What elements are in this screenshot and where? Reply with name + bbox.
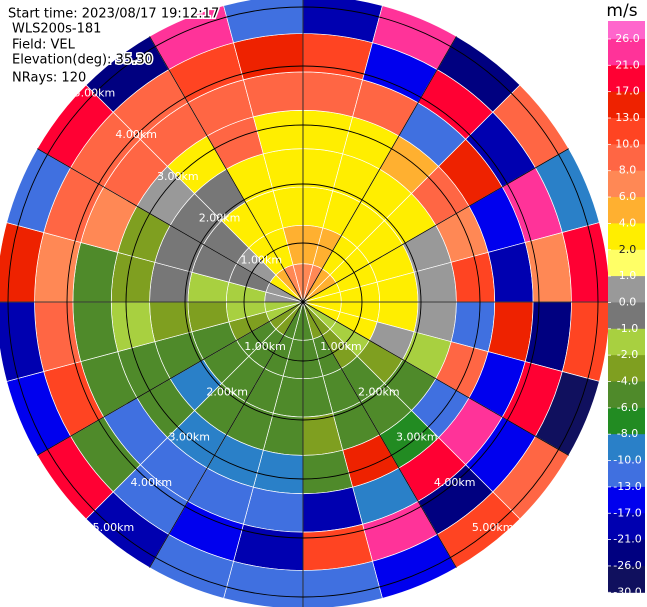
colorbar-segment xyxy=(608,565,645,593)
colorbar-tick-label: 0.0 xyxy=(619,295,637,308)
velocity-cell xyxy=(487,242,534,303)
colorbar-segment xyxy=(608,539,645,567)
colorbar-segment xyxy=(608,170,645,198)
range-ring-label: 1.00km xyxy=(244,340,286,353)
header-line: Elevation(deg): 35.30 xyxy=(12,53,153,68)
colorbar-segment xyxy=(608,197,645,224)
range-ring-label: 4.00km xyxy=(115,128,157,141)
range-ring xyxy=(243,242,363,362)
azimuth-spoke xyxy=(149,301,304,568)
colorbar-tick-label: 2.0 xyxy=(619,243,637,256)
colorbar-segment xyxy=(608,407,645,435)
range-ring-label: 2.00km xyxy=(206,385,248,398)
colorbar-tick-label: 21.0 xyxy=(615,58,640,71)
colorbar-segment xyxy=(608,276,645,303)
range-ring-label: 2.00km xyxy=(358,385,400,398)
range-ring xyxy=(7,6,599,598)
velocity-cell xyxy=(243,71,304,118)
colorbar-tick-label: -4.0 xyxy=(617,375,638,388)
colorbar-tick-label: 10.0 xyxy=(615,137,640,150)
range-ring-label: 1.00km xyxy=(240,253,282,266)
colorbar-segment xyxy=(608,223,645,251)
colorbar-segment xyxy=(608,118,645,145)
azimuth-spoke xyxy=(37,148,304,303)
radar-field xyxy=(0,0,611,607)
azimuth-spoke xyxy=(302,301,457,568)
colorbar-tick-label: 6.0 xyxy=(619,190,637,203)
range-ring-label: 2.00km xyxy=(199,212,241,225)
colorbar-tick-label: 13.0 xyxy=(615,111,640,124)
azimuth-spoke xyxy=(302,301,569,456)
colorbar-tick-label: 1.0 xyxy=(619,269,637,282)
range-ring-label: 3.00km xyxy=(157,170,199,183)
colorbar-tick-label: -1.0 xyxy=(617,322,638,335)
header-line: NRays: 120 xyxy=(12,71,86,86)
range-ring xyxy=(66,65,540,539)
range-ring xyxy=(184,183,422,421)
colorbar-tick-label: -17.0 xyxy=(613,506,641,519)
range-ring-label: 1.00km xyxy=(320,340,362,353)
range-ring-label: 4.00km xyxy=(131,476,173,489)
header-line: Field: VEL xyxy=(12,38,76,53)
header-line: Start time: 2023/08/17 19:12:17 xyxy=(8,7,219,22)
range-ring-label: 3.00km xyxy=(396,431,438,444)
range-ring-label: 5.00km xyxy=(472,521,514,534)
unit-background xyxy=(606,0,647,21)
colorbar-segment xyxy=(608,249,645,277)
range-ring-label: 4.00km xyxy=(434,476,476,489)
colorbar-tick-label: -30.0 xyxy=(613,585,641,598)
colorbar-tick-label: -6.0 xyxy=(617,401,638,414)
colorbar-tick-label: -10.0 xyxy=(613,454,641,467)
colorbar-segment xyxy=(608,91,645,119)
range-ring-label: 5.00km xyxy=(93,521,135,534)
colorbar-segment xyxy=(608,144,645,172)
colorbar-tick-label: -26.0 xyxy=(613,559,641,572)
velocity-cell xyxy=(72,301,119,362)
colorbar-tick-label: 26.0 xyxy=(615,32,640,45)
colorbar-tick-label: -2.0 xyxy=(617,348,638,361)
colorbar-segment xyxy=(608,302,645,330)
colorbar-tick-label: 4.0 xyxy=(619,216,637,229)
colorbar-segment xyxy=(608,355,645,382)
azimuth-spoke xyxy=(302,36,457,303)
azimuth-spoke xyxy=(302,148,569,303)
azimuth-spoke xyxy=(37,301,304,456)
velocity-cell xyxy=(243,486,304,533)
velocity-cell xyxy=(302,560,383,607)
colorbar-tick-label: -21.0 xyxy=(613,533,641,546)
colorbar-segment xyxy=(608,38,645,66)
range-ring xyxy=(125,124,481,480)
velocity-cell xyxy=(302,486,363,533)
colorbar-tick-label: 8.0 xyxy=(619,164,637,177)
colorbar-segment xyxy=(608,460,645,488)
colorbar-segment xyxy=(608,381,645,409)
unit-label: m/s xyxy=(606,1,637,21)
colorbar-tick-label: -13.0 xyxy=(613,480,641,493)
colorbar-tick-label: -8.0 xyxy=(617,427,638,440)
colorbar-segment xyxy=(608,434,645,462)
range-ring-label: 3.00km xyxy=(168,431,210,444)
colorbar-segment xyxy=(608,65,645,93)
velocity-cell xyxy=(223,0,304,44)
velocity-cell xyxy=(487,301,534,362)
colorbar-tick-label: 17.0 xyxy=(615,85,640,98)
colorbar-segment xyxy=(608,486,645,514)
velocity-cell xyxy=(302,71,363,118)
header-line: WLS200s-181 xyxy=(12,22,101,37)
velocity-cell xyxy=(72,242,119,303)
colorbar-segment xyxy=(608,328,645,356)
velocity-cell xyxy=(0,301,45,382)
range-ring-label: 5.00km xyxy=(74,86,116,99)
azimuth-spoke xyxy=(149,36,304,303)
colorbar-segment xyxy=(608,513,645,541)
